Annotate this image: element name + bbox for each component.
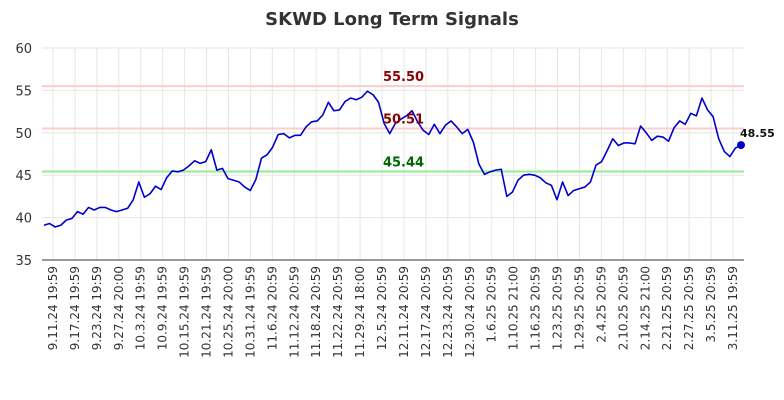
x-tick-label: 3.5.25 20:59 bbox=[704, 266, 718, 343]
x-tick-label: 1.23.25 20:59 bbox=[551, 266, 565, 350]
x-tick-label: 11.22.24 20:59 bbox=[331, 266, 345, 358]
last-value-label: 48.55 bbox=[740, 127, 775, 140]
y-tick-label: 45 bbox=[15, 169, 32, 184]
last-point bbox=[737, 141, 745, 150]
x-tick-label: 12.5.24 20:59 bbox=[375, 266, 389, 350]
x-tick-label: 10.31.24 19:59 bbox=[243, 266, 257, 358]
x-tick-label: 2.4.25 20:59 bbox=[594, 266, 608, 343]
price-line bbox=[43, 90, 742, 228]
chart-title: SKWD Long Term Signals bbox=[265, 9, 519, 30]
x-tick-label: 1.16.25 20:59 bbox=[529, 266, 543, 350]
y-tick-label: 50 bbox=[15, 127, 32, 142]
x-tick-label: 1.6.25 20:59 bbox=[485, 266, 499, 343]
x-tick-label: 9.17.24 19:59 bbox=[68, 266, 82, 350]
x-tick-label: 10.15.24 19:59 bbox=[178, 266, 192, 358]
x-tick-label: 2.21.25 20:59 bbox=[660, 266, 674, 350]
x-tick-label: 9.11.24 19:59 bbox=[46, 266, 60, 350]
x-tick-label: 10.25.24 20:00 bbox=[221, 266, 235, 358]
signal-label: 55.50 bbox=[383, 70, 424, 85]
signal-label: 45.44 bbox=[383, 155, 424, 170]
x-tick-label: 12.17.24 20:59 bbox=[419, 266, 433, 358]
signal-label: 50.51 bbox=[383, 112, 424, 127]
series-layer bbox=[43, 90, 745, 228]
x-tick-label: 3.11.25 19:59 bbox=[726, 266, 740, 350]
x-tick-label: 11.12.24 20:59 bbox=[287, 266, 301, 358]
x-tick-label: 1.10.25 21:00 bbox=[507, 266, 521, 350]
x-tick-label: 1.29.25 20:59 bbox=[572, 266, 586, 350]
x-tick-label: 12.30.24 20:59 bbox=[463, 266, 477, 358]
x-tick-label: 9.27.24 20:00 bbox=[112, 266, 126, 350]
x-axis: 9.11.24 19:59 9.17.24 19:59 9.23.24 19:59 9… bbox=[42, 259, 744, 358]
annotations: 55.50 50.51 45.44 48.55 bbox=[383, 70, 775, 170]
y-tick-label: 55 bbox=[15, 84, 32, 99]
x-tick-label: 10.21.24 19:59 bbox=[200, 266, 214, 358]
y-axis: 35 40 45 50 55 60 bbox=[15, 42, 32, 269]
x-tick-label: 11.18.24 20:59 bbox=[309, 266, 323, 358]
y-tick-label: 35 bbox=[15, 254, 32, 269]
x-tick-label: 10.3.24 19:59 bbox=[134, 266, 148, 350]
x-tick-label: 2.10.25 20:59 bbox=[616, 266, 630, 350]
x-tick-label: 10.9.24 19:59 bbox=[156, 266, 170, 350]
x-tick-label: 12.23.24 20:59 bbox=[441, 266, 455, 358]
x-tick-label: 12.11.24 20:59 bbox=[397, 266, 411, 358]
x-tick-label: 2.14.25 21:00 bbox=[638, 266, 652, 350]
y-tick-label: 40 bbox=[15, 212, 32, 227]
grid bbox=[42, 47, 744, 261]
x-tick-label: 2.27.25 20:59 bbox=[682, 266, 696, 350]
x-tick-label: 11.6.24 20:59 bbox=[265, 266, 279, 350]
x-tick-label: 9.23.24 19:59 bbox=[90, 266, 104, 350]
x-tick-label: 11.29.24 18:00 bbox=[353, 266, 367, 358]
y-tick-label: 60 bbox=[15, 42, 32, 57]
